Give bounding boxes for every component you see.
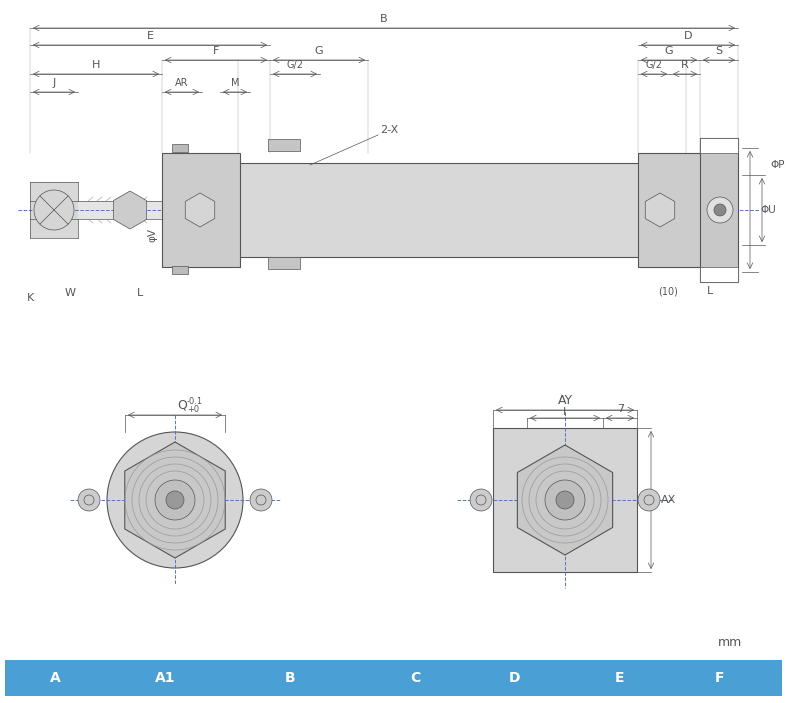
Bar: [700, 267, 738, 282]
Circle shape: [107, 432, 243, 568]
Text: -0.1: -0.1: [187, 397, 203, 406]
Bar: [30, 182, 78, 238]
Text: S: S: [715, 46, 722, 56]
Text: +0: +0: [187, 404, 199, 413]
Bar: [493, 428, 637, 572]
Text: AX: AX: [661, 495, 676, 505]
Text: W: W: [65, 288, 76, 298]
Bar: [638, 153, 705, 267]
Text: A1: A1: [155, 671, 176, 685]
Text: E: E: [146, 31, 153, 41]
Text: G: G: [665, 46, 674, 56]
Bar: [162, 153, 240, 267]
Text: B: B: [285, 671, 295, 685]
Text: F: F: [212, 46, 220, 56]
Circle shape: [34, 190, 74, 230]
Bar: [172, 266, 188, 274]
Text: H: H: [92, 60, 100, 70]
Text: A: A: [50, 671, 61, 685]
Bar: [700, 138, 738, 282]
Text: G/2: G/2: [645, 60, 663, 70]
Text: I: I: [563, 407, 567, 417]
Bar: [268, 257, 300, 269]
Text: F: F: [715, 671, 725, 685]
Text: B: B: [380, 14, 388, 24]
Circle shape: [556, 491, 574, 509]
Text: R: R: [681, 60, 689, 70]
Text: G: G: [315, 46, 323, 56]
Text: C: C: [410, 671, 420, 685]
Text: 7: 7: [618, 404, 625, 414]
Text: K: K: [27, 293, 34, 303]
Bar: [30, 201, 172, 219]
Circle shape: [250, 489, 272, 511]
Circle shape: [714, 204, 726, 216]
Circle shape: [545, 480, 585, 520]
Text: ΦP: ΦP: [770, 160, 785, 170]
Bar: [700, 138, 738, 153]
Circle shape: [638, 489, 660, 511]
Text: ΦU: ΦU: [760, 205, 776, 215]
Text: L: L: [707, 286, 713, 296]
Text: D: D: [684, 31, 693, 41]
Bar: [238, 163, 640, 257]
Text: E: E: [615, 671, 625, 685]
Text: mm: mm: [718, 636, 742, 650]
Circle shape: [78, 489, 100, 511]
Text: M: M: [231, 78, 239, 88]
Circle shape: [470, 489, 492, 511]
Text: Q: Q: [177, 399, 187, 411]
Bar: [268, 139, 300, 151]
Text: L: L: [137, 288, 143, 298]
Text: 2-X: 2-X: [380, 125, 398, 135]
Text: J: J: [53, 78, 56, 88]
Text: AR: AR: [176, 78, 189, 88]
Circle shape: [166, 491, 184, 509]
Bar: [172, 144, 188, 152]
Bar: [5, 660, 782, 696]
Text: φV: φV: [147, 228, 157, 242]
Text: (10): (10): [658, 286, 678, 296]
Text: G/2: G/2: [286, 60, 304, 70]
Text: AY: AY: [557, 394, 573, 408]
Circle shape: [155, 480, 195, 520]
Circle shape: [707, 197, 733, 223]
Text: D: D: [509, 671, 521, 685]
